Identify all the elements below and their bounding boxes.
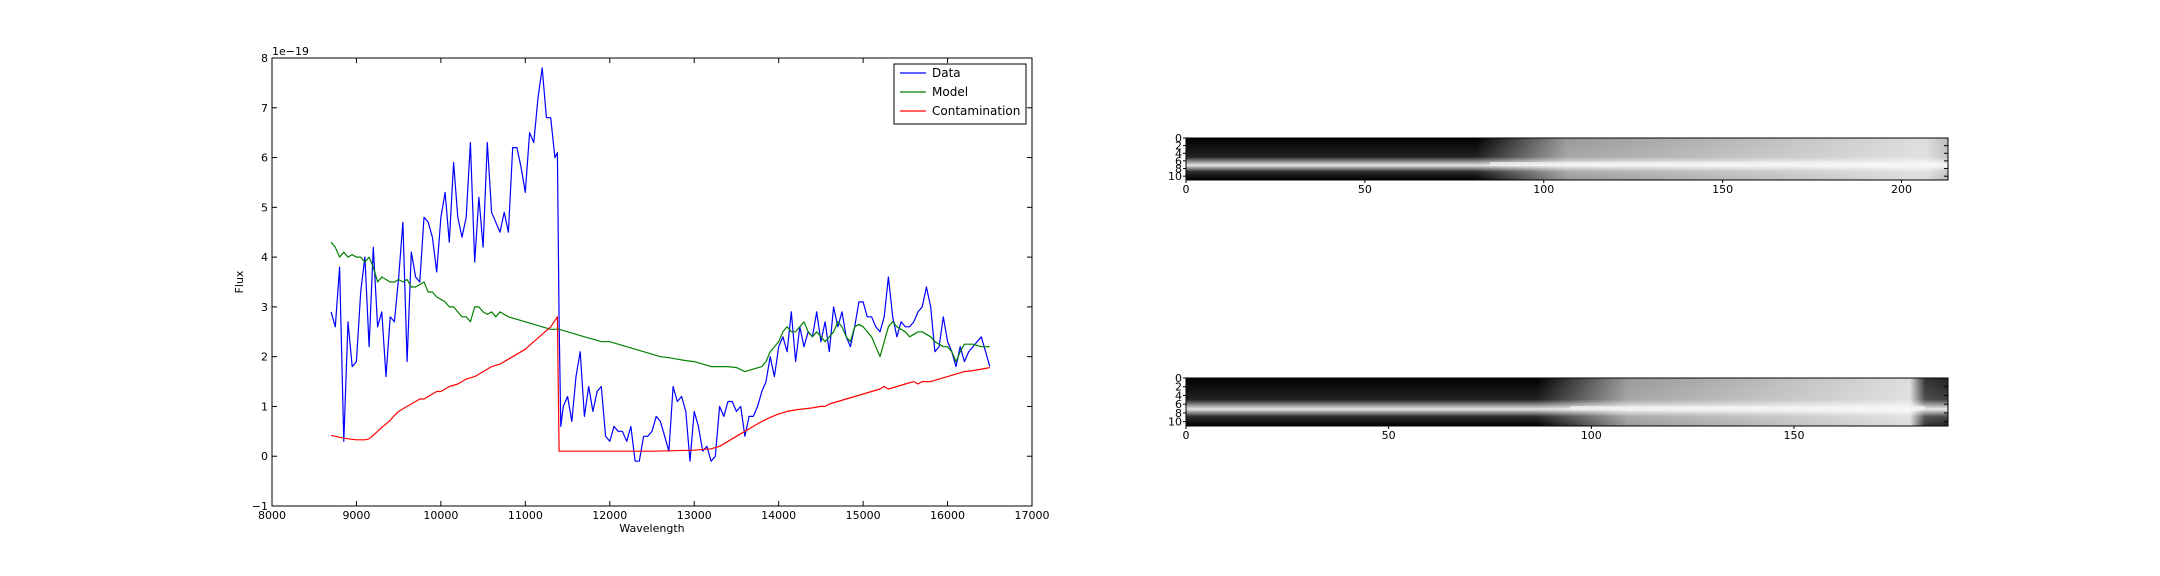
y-tick-label: 4	[261, 251, 268, 264]
series-line-model	[330, 241, 990, 373]
image-trace	[1186, 378, 1948, 426]
image-trace	[1186, 138, 1948, 180]
tick-marks	[271, 57, 1033, 507]
y-tick-label: 2	[1175, 140, 1182, 153]
x-tick-labels: 8000 9000 10000 11000 12000 13000 14000 15000 16…	[258, 509, 1050, 522]
y-tick-label: 0	[261, 450, 268, 463]
y-tick-label: 5	[261, 201, 268, 214]
x-tick-label: 12000	[592, 509, 627, 522]
y-tick-label: 7	[261, 102, 268, 115]
x-tick-label: 8000	[258, 509, 286, 522]
x-tick-label: 16000	[930, 509, 965, 522]
axes-frame	[1185, 377, 1949, 427]
x-tick-label: 100	[1581, 429, 1602, 442]
axes-frame	[271, 57, 1033, 507]
series-lines	[330, 67, 991, 462]
spectrum-plot: 8000 9000 10000 11000 12000 13000 14000 15000 16…	[233, 45, 1050, 535]
legend-label-data: Data	[932, 66, 961, 80]
x-tick-label: 14000	[761, 509, 796, 522]
x-tick-label: 100	[1533, 183, 1554, 196]
x-tick-labels: 0 50 100 150 200	[1183, 180, 1912, 196]
y-tick-label: 10	[1168, 170, 1182, 183]
y-tick-label: −1	[252, 500, 268, 513]
x-tick-label: 11000	[508, 509, 543, 522]
x-tick-label: 13000	[677, 509, 712, 522]
image-trace-core	[1570, 406, 1925, 410]
x-tick-label: 0	[1183, 183, 1190, 196]
x-tick-labels: 0 50 100 150	[1183, 426, 1804, 442]
y-tick-label: 8	[1175, 407, 1182, 420]
y-tick-label: 3	[261, 301, 268, 314]
y-tick-label: 0	[1175, 372, 1182, 385]
y-tick-label: 6	[1175, 398, 1182, 411]
y-tick-labels: −1 0 1 2 3 4 5 6 7 8	[252, 52, 268, 513]
y-tick-label: 6	[1175, 155, 1182, 168]
legend: Data Model Contamination	[893, 63, 1027, 125]
x-tick-label: 9000	[342, 509, 370, 522]
x-tick-label: 10000	[423, 509, 458, 522]
x-tick-label: 50	[1358, 183, 1372, 196]
image-trace-core	[1490, 162, 1940, 166]
y-axis-label: Flux	[233, 270, 246, 293]
y-tick-label: 0	[1175, 132, 1182, 145]
y-tick-label: 2	[1175, 381, 1182, 394]
offset-text: 1e−19	[272, 45, 309, 58]
y-tick-label: 1	[261, 400, 268, 413]
legend-frame	[893, 63, 1027, 125]
y-tick-label: 2	[261, 351, 268, 364]
x-tick-label: 150	[1783, 429, 1804, 442]
y-tick-label: 10	[1168, 416, 1182, 429]
x-tick-label: 50	[1382, 429, 1396, 442]
x-tick-label: 0	[1183, 429, 1190, 442]
series-line-data	[330, 67, 991, 462]
y-tick-label: 8	[261, 52, 268, 65]
series-line-contamination	[330, 316, 990, 452]
y-tick-label: 6	[261, 152, 268, 165]
x-axis-label: Wavelength	[619, 522, 684, 535]
legend-label-contamination: Contamination	[932, 104, 1020, 118]
axes-frame	[1185, 137, 1949, 181]
y-tick-label: 4	[1175, 389, 1182, 402]
x-tick-label: 17000	[1015, 509, 1050, 522]
x-tick-label: 150	[1712, 183, 1733, 196]
legend-label-model: Model	[932, 85, 968, 99]
y-tick-label: 8	[1175, 163, 1182, 176]
x-tick-label: 200	[1891, 183, 1912, 196]
x-tick-label: 15000	[846, 509, 881, 522]
y-tick-label: 4	[1175, 147, 1182, 160]
